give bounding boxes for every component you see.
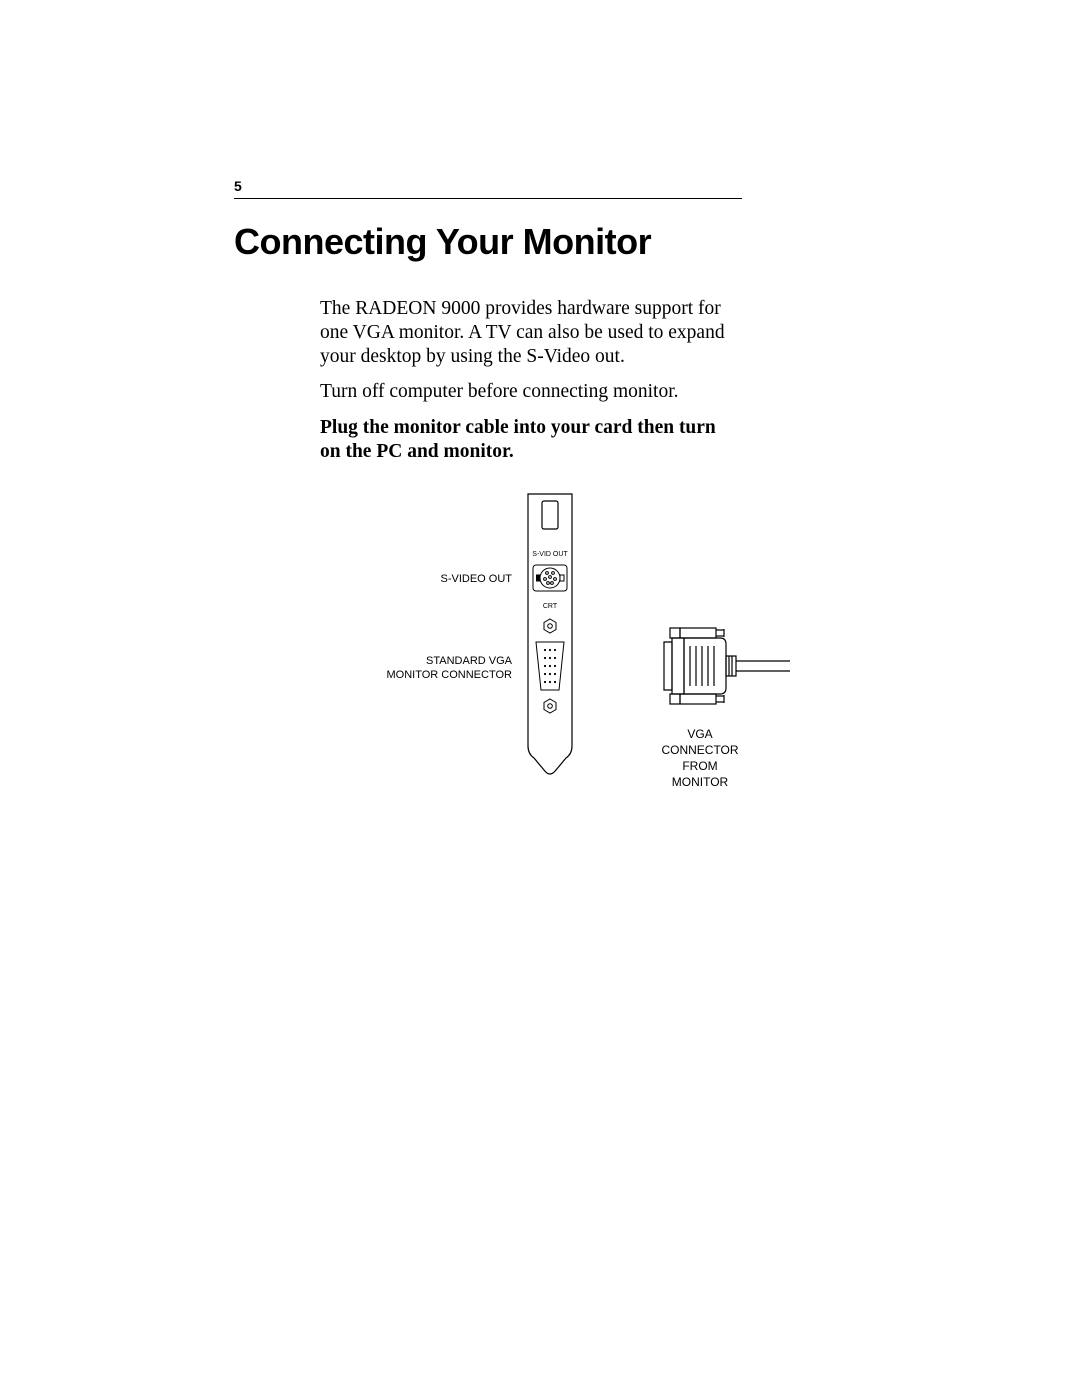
diagram-svg: S-VID OUT CRT [320, 486, 800, 826]
paragraph-1: The RADEON 9000 provides hardware suppor… [320, 297, 740, 368]
paragraph-3-bold: Plug the monitor cable into your card th… [320, 416, 740, 464]
crt-small-label: CRT [543, 603, 558, 610]
cable-label-line1: VGA [687, 727, 712, 741]
monitor-connector-label: MONITOR CONNECTOR [387, 669, 513, 681]
svid-out-small-label: S-VID OUT [532, 551, 568, 558]
connector-diagram: S-VID OUT CRT [320, 486, 854, 831]
page-number: 5 [234, 178, 854, 194]
cable-label-line2: CONNECTOR [661, 743, 738, 757]
horizontal-rule [234, 198, 742, 199]
paragraph-2: Turn off computer before connecting moni… [320, 380, 740, 404]
cable-label-line3: FROM [682, 759, 717, 773]
svideo-out-label: S-VIDEO OUT [440, 573, 512, 585]
cable-label-line4: MONITOR [672, 775, 729, 789]
page-title: Connecting Your Monitor [234, 221, 854, 263]
standard-vga-label: STANDARD VGA [426, 655, 513, 667]
